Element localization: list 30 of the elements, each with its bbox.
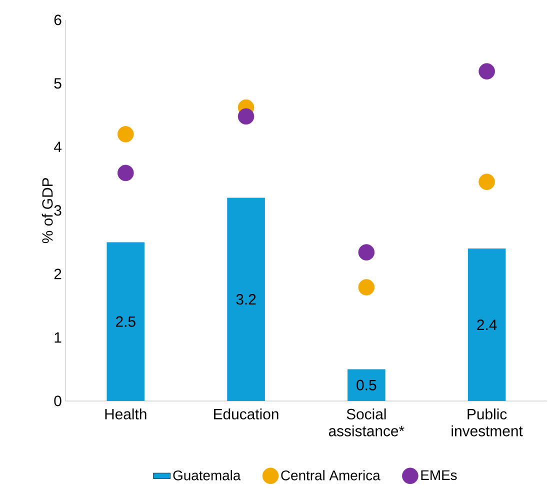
legend-label: Central America xyxy=(281,470,380,481)
point xyxy=(117,165,134,182)
legend-label: Guatemala xyxy=(173,470,241,481)
y-tick-label: 1 xyxy=(54,332,62,343)
x-tick-label: Health xyxy=(105,408,146,420)
bar xyxy=(468,248,506,402)
bar xyxy=(106,242,145,402)
bar xyxy=(227,198,265,402)
point xyxy=(478,63,495,80)
point xyxy=(117,126,134,143)
x-tick-label: Education xyxy=(214,408,278,420)
y-tick-label: 4 xyxy=(54,142,62,152)
data-label: 2.4 xyxy=(477,320,497,330)
point xyxy=(238,108,254,125)
y-tick-label: 0 xyxy=(54,396,62,406)
x-tick-label: Public investment xyxy=(452,408,523,437)
bar xyxy=(348,369,386,402)
x-tick-label: Social assistance* xyxy=(328,408,404,437)
point xyxy=(358,279,375,296)
data-label: 0.5 xyxy=(356,380,376,391)
y-tick-label: 3 xyxy=(54,205,62,216)
y-axis-title: % of GDP xyxy=(42,178,53,244)
y-tick-label: 2 xyxy=(54,268,62,280)
data-label: 3.2 xyxy=(236,294,256,305)
y-tick-label: 6 xyxy=(54,14,62,26)
data-label: 2.5 xyxy=(116,316,136,328)
y-tick-label: 5 xyxy=(54,78,62,89)
legend-label: EMEs xyxy=(421,470,457,480)
point xyxy=(478,174,495,190)
point xyxy=(358,244,375,261)
